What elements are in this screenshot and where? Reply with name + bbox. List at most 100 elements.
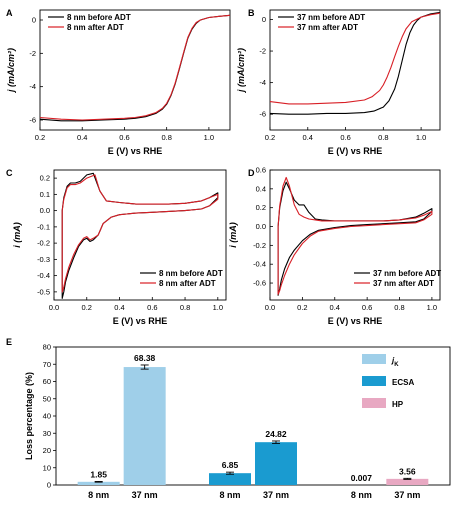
x-tick-label: 0.6 — [362, 303, 372, 312]
x-category-label: 37 nm — [132, 490, 158, 500]
y-axis-label: i (mA) — [12, 222, 22, 248]
x-tick-label: 0.2 — [82, 303, 92, 312]
x-tick-label: 0.0 — [49, 303, 59, 312]
y-tick-label: -6 — [259, 110, 266, 119]
series-line-1 — [277, 176, 433, 295]
y-tick-label: -4 — [29, 82, 36, 91]
panel-d-cv-37nm: D 0.0 0.2 0.4 0.6 0.8 1.0 0.6 0.4 0.2 0.0 -0.2 -0.4 -… — [228, 166, 441, 327]
x-tick-label: 0.8 — [394, 303, 404, 312]
x-tick-label: 1.0 — [416, 133, 426, 142]
panel-a-lsv-8nm: A 0.2 0.4 0.6 0.8 1.0 0 -2 -4 -6 E (V) vs RHE j (mA… — [6, 8, 231, 156]
legend-label-subscript: K — [394, 362, 399, 368]
y-tick-label: 0.4 — [256, 184, 266, 193]
y-tick-label: 0.2 — [40, 174, 50, 183]
y-tick-label: 80 — [43, 343, 51, 352]
legend-label: 8 nm before ADT — [159, 269, 223, 278]
data-label: 68.38 — [134, 353, 156, 363]
x-axis-label: E (V) vs RHE — [328, 146, 383, 156]
legend-label: jK — [391, 356, 399, 368]
y-axis-label: j (mA/cm²) — [236, 48, 246, 93]
y-tick-label: 10 — [43, 463, 51, 472]
y-tick-label: -0.4 — [37, 271, 50, 280]
x-tick-label: 1.0 — [204, 133, 214, 142]
y-tick-label: 20 — [43, 446, 51, 455]
y-axis-label: j (mA/cm²) — [6, 48, 16, 93]
legend-label: HP — [392, 400, 404, 409]
x-tick-label: 0.8 — [161, 133, 171, 142]
y-tick-label: 70 — [43, 360, 51, 369]
y-tick-label: 0 — [32, 16, 36, 25]
panel-letter: E — [6, 337, 12, 347]
x-tick-label: 0.0 — [265, 303, 275, 312]
bar-jK-0 — [77, 481, 120, 485]
x-tick-label: 0.2 — [35, 133, 45, 142]
x-tick-label: 0.6 — [147, 303, 157, 312]
x-tick-label: 0.2 — [265, 133, 275, 142]
x-tick-label: 0.4 — [303, 133, 313, 142]
legend-swatch — [362, 376, 386, 386]
series-line-1 — [61, 174, 219, 293]
x-tick-label: 1.0 — [213, 303, 223, 312]
panel-c-cv-8nm: C 0.0 0.2 0.4 0.6 0.8 1.0 0.2 0.1 0.0 -0.1 -0.2 -0.3… — [6, 168, 227, 326]
data-label: 1.85 — [90, 469, 107, 479]
data-label: 6.85 — [222, 460, 239, 470]
legend-label: 37 nm after ADT — [373, 279, 434, 288]
y-axis-label: i (mA) — [228, 222, 238, 248]
x-axis-label: E (V) vs RHE — [108, 146, 163, 156]
y-tick-label: -0.5 — [37, 287, 50, 296]
y-tick-label: 0.2 — [256, 203, 266, 212]
x-tick-label: 0.8 — [378, 133, 388, 142]
y-tick-label: 0.1 — [40, 190, 50, 199]
x-axis-label: E (V) vs RHE — [328, 316, 383, 326]
x-tick-label: 1.0 — [427, 303, 437, 312]
x-tick-label: 0.2 — [297, 303, 307, 312]
x-tick-label: 0.4 — [114, 303, 124, 312]
bar-ECSA-0 — [209, 473, 251, 485]
bar-ECSA-1 — [255, 442, 297, 485]
legend-label: 37 nm before ADT — [373, 269, 441, 278]
plot-frame — [53, 169, 227, 301]
bar-jK-1 — [123, 367, 166, 485]
data-label: 0.007 — [351, 473, 373, 483]
legend-label-main: j — [391, 356, 395, 365]
y-tick-label: 0.0 — [40, 206, 50, 215]
legend-swatch — [362, 354, 386, 364]
y-tick-label: 0.6 — [256, 166, 266, 175]
y-tick-label: 0.0 — [256, 222, 266, 231]
y-tick-label: 60 — [43, 377, 51, 386]
x-category-label: 8 nm — [88, 490, 109, 500]
y-tick-label: 30 — [43, 429, 51, 438]
y-tick-label: -0.6 — [253, 279, 266, 288]
panel-letter: C — [6, 168, 13, 178]
x-category-label: 37 nm — [394, 490, 420, 500]
x-axis-label: E (V) vs RHE — [113, 316, 168, 326]
bar-HP-1 — [386, 478, 429, 485]
x-tick-label: 0.8 — [180, 303, 190, 312]
y-tick-label: 50 — [43, 394, 51, 403]
y-tick-label: -4 — [259, 78, 266, 87]
series-line-1 — [39, 14, 231, 121]
x-category-label: 37 nm — [263, 490, 289, 500]
y-tick-label: -0.3 — [37, 255, 50, 264]
legend-swatch — [362, 398, 386, 408]
y-tick-label: -0.2 — [253, 241, 266, 250]
series-line-1 — [269, 12, 441, 105]
panel-letter: D — [248, 168, 255, 178]
legend-label: 37 nm after ADT — [297, 23, 358, 32]
legend-label: 8 nm before ADT — [67, 13, 131, 22]
plot-frame — [55, 346, 451, 486]
y-tick-label: -0.1 — [37, 222, 50, 231]
series-line-0 — [277, 181, 433, 296]
y-tick-label: -6 — [29, 116, 36, 125]
panel-b-lsv-37nm: B 0.2 0.4 0.6 0.8 1.0 0 -2 -4 -6 E (V) vs RHE j (mA… — [236, 8, 441, 156]
legend-label: 37 nm before ADT — [297, 13, 365, 22]
x-tick-label: 0.4 — [330, 303, 340, 312]
y-tick-label: -2 — [259, 47, 266, 56]
x-tick-label: 0.4 — [77, 133, 87, 142]
plot-frame — [269, 169, 441, 301]
legend-label: 8 nm after ADT — [159, 279, 216, 288]
x-tick-label: 0.6 — [340, 133, 350, 142]
panel-letter: A — [6, 8, 13, 18]
legend-label: 8 nm after ADT — [67, 23, 124, 32]
series-line-0 — [269, 11, 441, 115]
